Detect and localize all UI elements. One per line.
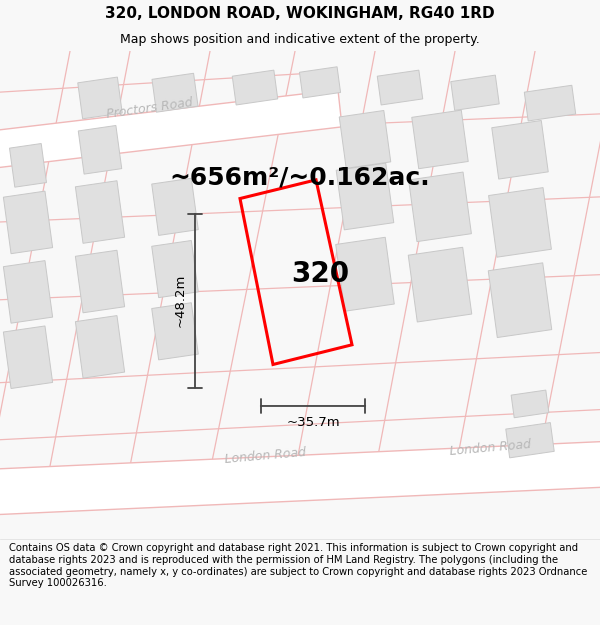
Polygon shape — [4, 191, 53, 254]
Text: Contains OS data © Crown copyright and database right 2021. This information is : Contains OS data © Crown copyright and d… — [9, 544, 587, 588]
Polygon shape — [232, 70, 278, 105]
Polygon shape — [152, 178, 198, 236]
Text: Map shows position and indicative extent of the property.: Map shows position and indicative extent… — [120, 34, 480, 46]
Polygon shape — [4, 326, 53, 389]
Polygon shape — [336, 163, 394, 230]
Polygon shape — [511, 390, 549, 418]
Polygon shape — [76, 250, 125, 312]
Polygon shape — [524, 85, 576, 121]
Polygon shape — [339, 111, 391, 168]
Polygon shape — [78, 77, 122, 119]
Polygon shape — [299, 67, 341, 98]
Polygon shape — [10, 144, 46, 187]
Text: ~656m²/~0.162ac.: ~656m²/~0.162ac. — [170, 166, 430, 190]
Polygon shape — [409, 172, 472, 242]
Polygon shape — [0, 90, 342, 168]
Polygon shape — [152, 73, 198, 112]
Polygon shape — [506, 422, 554, 458]
Polygon shape — [408, 248, 472, 322]
Text: London Road: London Road — [449, 438, 531, 458]
Polygon shape — [451, 75, 499, 111]
Text: 320, LONDON ROAD, WOKINGHAM, RG40 1RD: 320, LONDON ROAD, WOKINGHAM, RG40 1RD — [105, 6, 495, 21]
Text: ~35.7m: ~35.7m — [286, 416, 340, 429]
Text: 320: 320 — [291, 260, 349, 288]
Polygon shape — [76, 316, 125, 378]
Polygon shape — [78, 126, 122, 174]
Polygon shape — [412, 110, 468, 169]
Polygon shape — [76, 181, 125, 243]
Polygon shape — [152, 302, 198, 360]
Text: Proctors Road: Proctors Road — [106, 96, 194, 121]
Polygon shape — [0, 441, 600, 515]
Text: London Road: London Road — [224, 446, 306, 466]
Polygon shape — [488, 263, 552, 338]
Polygon shape — [336, 238, 394, 311]
Text: ~48.2m: ~48.2m — [174, 274, 187, 328]
Polygon shape — [152, 241, 198, 298]
Polygon shape — [492, 121, 548, 179]
Polygon shape — [4, 261, 53, 323]
Polygon shape — [488, 188, 551, 257]
Polygon shape — [377, 70, 423, 105]
